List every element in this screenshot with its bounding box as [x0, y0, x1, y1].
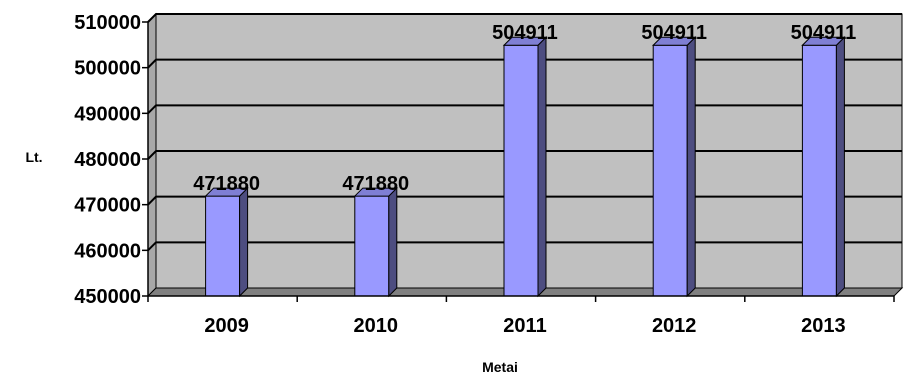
y-tick-label: 450000: [74, 286, 141, 308]
bar-front: [354, 195, 390, 297]
data-label: 471880: [342, 173, 409, 195]
bar-front: [801, 44, 837, 297]
bar-top: [204, 187, 249, 197]
y-tick-label: 460000: [74, 240, 141, 262]
bar: [204, 186, 249, 298]
y-axis-ticks: 450000 460000 470000 480000 490000 500000 5100…: [74, 12, 149, 308]
bar-side: [239, 186, 249, 298]
x-tick-label: 2010: [354, 315, 399, 337]
x-axis-title: Metai: [482, 359, 518, 375]
bar-front: [205, 195, 241, 297]
bar-top: [651, 36, 697, 46]
x-tick-label: 2013: [801, 315, 846, 337]
x-tick-label: 2011: [503, 315, 546, 337]
data-label: 504911: [492, 22, 558, 44]
bars: [204, 36, 846, 298]
gridline: [147, 13, 902, 23]
data-label: 471880: [193, 173, 260, 195]
bar-top: [353, 187, 399, 197]
x-axis-ticks: 2009 2010 2011 2012 2013: [147, 295, 895, 337]
x-tick-label: 2012: [652, 315, 697, 337]
data-label: 504911: [641, 22, 707, 44]
bar-front: [503, 44, 539, 297]
bar: [502, 36, 548, 298]
y-axis-title: Lt.: [25, 149, 42, 165]
bar: [353, 186, 399, 298]
bar-side: [537, 36, 547, 298]
x-tick-label: 2009: [204, 315, 249, 337]
bar: [651, 36, 697, 298]
y-tick-label: 490000: [74, 103, 141, 125]
y-tick-label: 480000: [74, 149, 141, 171]
y-tick-label: 510000: [74, 12, 141, 34]
bar: [801, 36, 846, 298]
y-tick-label: 470000: [74, 195, 141, 217]
data-labels: 471880 471880 504911 504911 504911: [193, 22, 856, 195]
bar-front: [652, 44, 688, 297]
y-tick-label: 500000: [74, 58, 141, 80]
data-label: 504911: [791, 22, 857, 44]
bar-top: [502, 36, 548, 46]
bar-top: [801, 36, 846, 46]
bar-side: [388, 186, 398, 298]
bar-side: [835, 36, 845, 298]
bar-side: [686, 36, 696, 298]
